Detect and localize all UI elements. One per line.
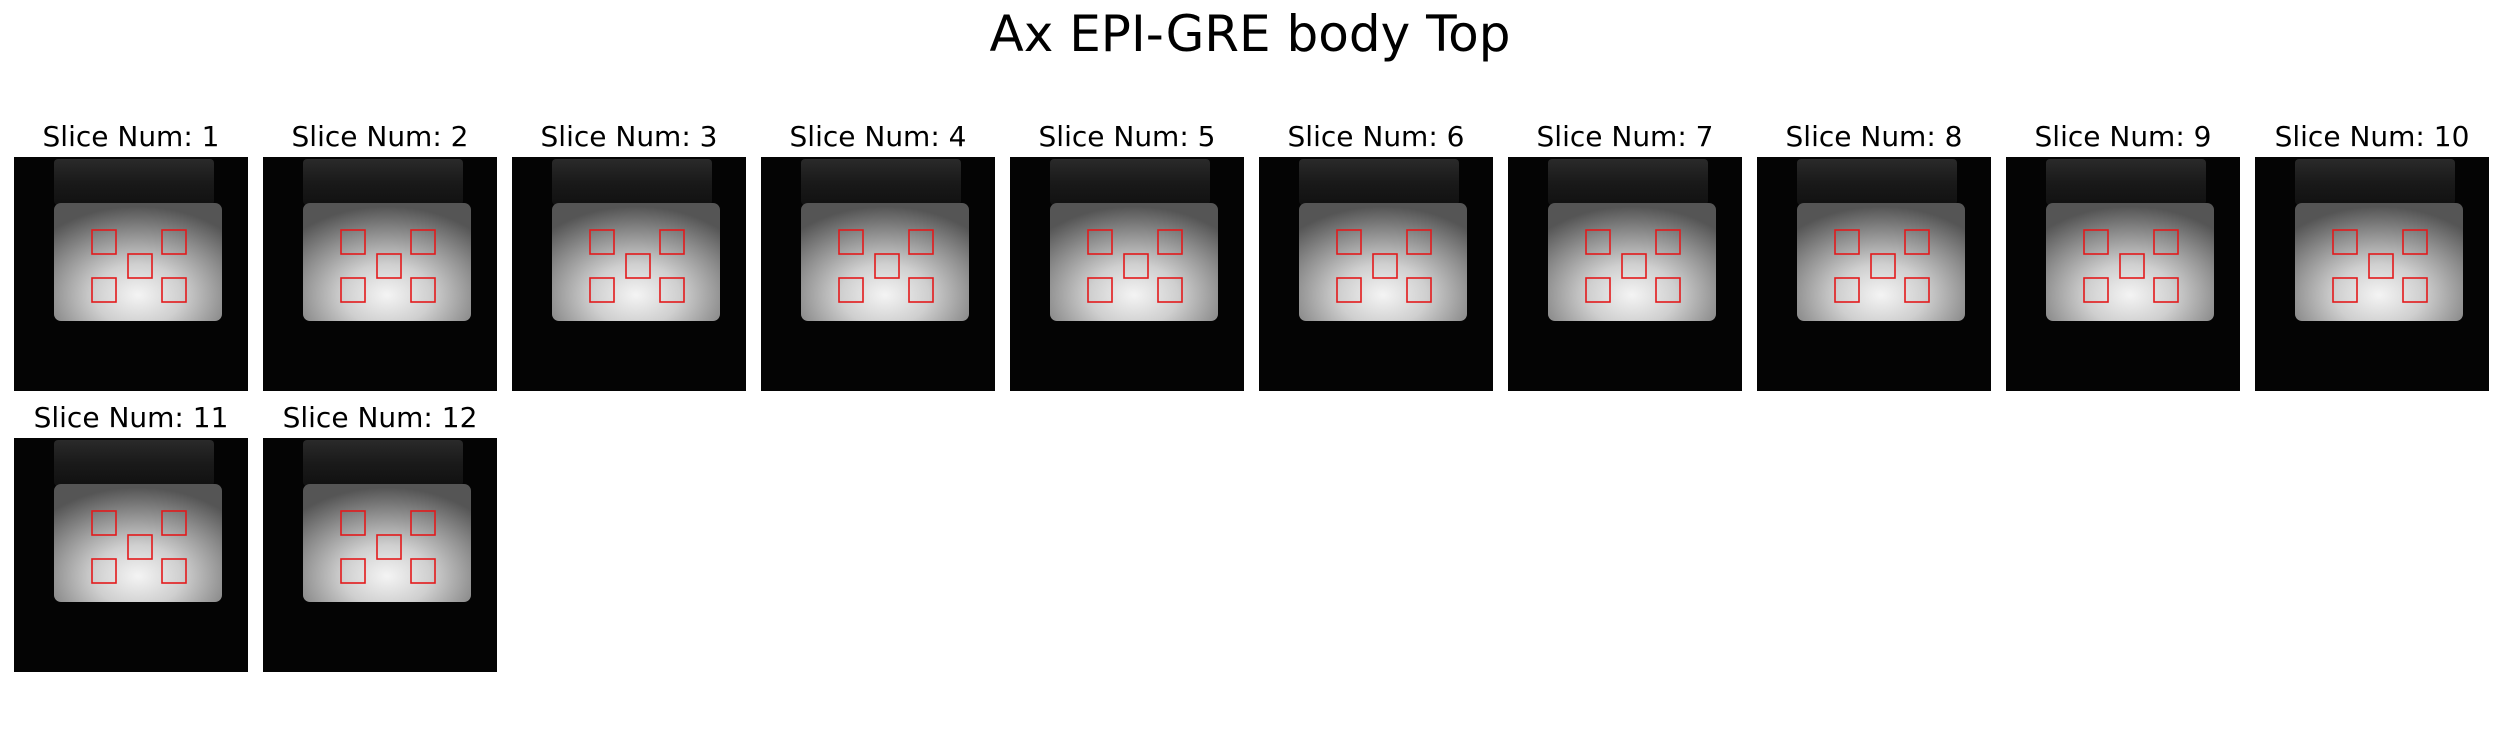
slice-panel: Slice Num: 12 <box>263 398 497 672</box>
slice-title: Slice Num: 3 <box>512 117 746 157</box>
phantom-region <box>1299 203 1467 321</box>
phantom-region <box>552 203 720 321</box>
phantom-region <box>1548 203 1716 321</box>
mri-slice-image <box>14 157 248 391</box>
slice-panel: Slice Num: 10 <box>2255 117 2489 391</box>
phantom-region <box>1797 203 1965 321</box>
slice-panel: Slice Num: 3 <box>512 117 746 391</box>
mri-slice-image <box>1757 157 1991 391</box>
slice-title: Slice Num: 11 <box>14 398 248 438</box>
mri-slice-image <box>1259 157 1493 391</box>
mri-slice-image <box>761 157 995 391</box>
slice-title: Slice Num: 10 <box>2255 117 2489 157</box>
slice-panel: Slice Num: 2 <box>263 117 497 391</box>
slice-title: Slice Num: 6 <box>1259 117 1493 157</box>
slice-title: Slice Num: 9 <box>2006 117 2240 157</box>
phantom-region <box>801 203 969 321</box>
slice-title: Slice Num: 1 <box>14 117 248 157</box>
slice-title: Slice Num: 4 <box>761 117 995 157</box>
mri-slice-image <box>2006 157 2240 391</box>
slice-panel: Slice Num: 4 <box>761 117 995 391</box>
mri-slice-image <box>512 157 746 391</box>
slice-panel: Slice Num: 9 <box>2006 117 2240 391</box>
mri-slice-image <box>263 157 497 391</box>
slice-panel: Slice Num: 11 <box>14 398 248 672</box>
slice-title: Slice Num: 7 <box>1508 117 1742 157</box>
phantom-region <box>1050 203 1218 321</box>
slice-panel: Slice Num: 7 <box>1508 117 1742 391</box>
slice-panel: Slice Num: 8 <box>1757 117 1991 391</box>
slice-title: Slice Num: 8 <box>1757 117 1991 157</box>
slice-title: Slice Num: 5 <box>1010 117 1244 157</box>
slice-title: Slice Num: 2 <box>263 117 497 157</box>
mri-slice-image <box>1508 157 1742 391</box>
phantom-region <box>54 484 222 602</box>
slice-panel: Slice Num: 6 <box>1259 117 1493 391</box>
phantom-region <box>303 203 471 321</box>
phantom-region <box>2046 203 2214 321</box>
mri-slice-image <box>14 438 248 672</box>
slice-panel: Slice Num: 1 <box>14 117 248 391</box>
slice-panel: Slice Num: 5 <box>1010 117 1244 391</box>
phantom-region <box>2295 203 2463 321</box>
phantom-region <box>303 484 471 602</box>
mri-slice-image <box>1010 157 1244 391</box>
slice-title: Slice Num: 12 <box>263 398 497 438</box>
mri-slice-image <box>263 438 497 672</box>
mri-slice-image <box>2255 157 2489 391</box>
phantom-region <box>54 203 222 321</box>
figure-title: Ax EPI-GRE body Top <box>0 2 2500 66</box>
